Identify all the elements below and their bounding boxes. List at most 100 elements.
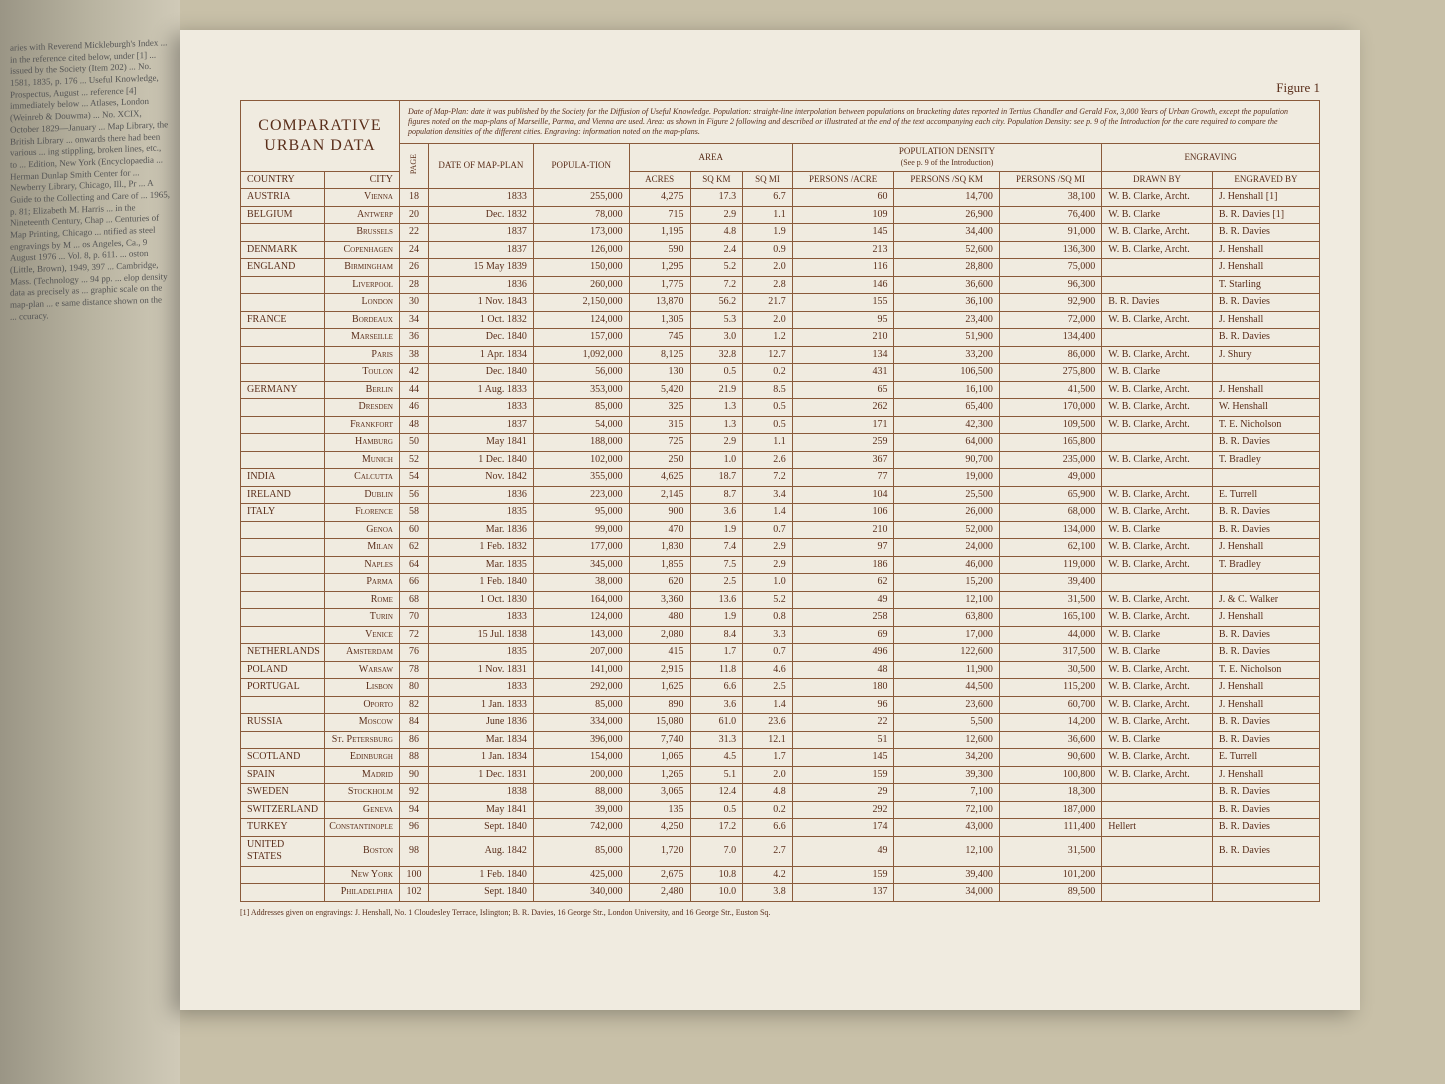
cell: Florence — [325, 504, 400, 522]
cell: Aug. 1842 — [428, 836, 533, 866]
cell: 1 Nov. 1843 — [428, 294, 533, 312]
cell: 2.9 — [743, 539, 793, 557]
cell: 7.0 — [690, 836, 743, 866]
cell — [241, 556, 325, 574]
cell: 5.1 — [690, 766, 743, 784]
cell: BELGIUM — [241, 206, 325, 224]
cell: 742,000 — [533, 819, 629, 837]
cell: 43,000 — [894, 819, 999, 837]
table-row: BELGIUMAntwerp20Dec. 183278,0007152.91.1… — [241, 206, 1320, 224]
cell: 62 — [792, 574, 894, 592]
cell: 200,000 — [533, 766, 629, 784]
cell: 122,600 — [894, 644, 999, 662]
cell: Geneva — [325, 801, 400, 819]
cell: 64,000 — [894, 434, 999, 452]
cell: May 1841 — [428, 434, 533, 452]
cell: 165,800 — [999, 434, 1101, 452]
cell: Venice — [325, 626, 400, 644]
cell — [1102, 866, 1213, 884]
cell: 1.2 — [743, 329, 793, 347]
cell: 292 — [792, 801, 894, 819]
cell: 0.8 — [743, 609, 793, 627]
col-area: AREA — [629, 144, 792, 172]
cell: 1.7 — [690, 644, 743, 662]
cell: 2.8 — [743, 276, 793, 294]
cell: New York — [325, 866, 400, 884]
cell: 97 — [792, 539, 894, 557]
cell: 126,000 — [533, 241, 629, 259]
cell: 1,065 — [629, 749, 690, 767]
book-page: Figure 1 COMPARATIVE URBAN DATA Date of … — [180, 30, 1360, 1010]
cell: 2,145 — [629, 486, 690, 504]
cell: 213 — [792, 241, 894, 259]
cell: 1,195 — [629, 224, 690, 242]
cell: Boston — [325, 836, 400, 866]
cell: 10.8 — [690, 866, 743, 884]
cell — [1102, 801, 1213, 819]
table-row: Paris381 Apr. 18341,092,0008,12532.812.7… — [241, 346, 1320, 364]
cell: 900 — [629, 504, 690, 522]
cell: W. B. Clarke, Archt. — [1102, 311, 1213, 329]
cell: 64 — [399, 556, 428, 574]
cell: ITALY — [241, 504, 325, 522]
cell — [1212, 574, 1319, 592]
cell: 3.6 — [690, 504, 743, 522]
cell: 14,700 — [894, 189, 999, 207]
cell — [1102, 276, 1213, 294]
cell: 60 — [792, 189, 894, 207]
cell: 0.7 — [743, 521, 793, 539]
cell: 15 Jul. 1838 — [428, 626, 533, 644]
cell: 136,300 — [999, 241, 1101, 259]
cell — [1102, 469, 1213, 487]
cell: 46 — [399, 399, 428, 417]
cell: W. B. Clarke, Archt. — [1102, 609, 1213, 627]
cell: 6.7 — [743, 189, 793, 207]
cell: Amsterdam — [325, 644, 400, 662]
cell: 223,000 — [533, 486, 629, 504]
cell: 725 — [629, 434, 690, 452]
cell: 1 Feb. 1840 — [428, 866, 533, 884]
cell: 164,000 — [533, 591, 629, 609]
cell: Frankfort — [325, 416, 400, 434]
cell: 34,200 — [894, 749, 999, 767]
cell: 1.0 — [743, 574, 793, 592]
cell — [1102, 884, 1213, 902]
cell: 1837 — [428, 241, 533, 259]
cell: 1,295 — [629, 259, 690, 277]
cell: 11,900 — [894, 661, 999, 679]
cell: SCOTLAND — [241, 749, 325, 767]
cell: 12,600 — [894, 731, 999, 749]
cell: 1833 — [428, 609, 533, 627]
cell: 6.6 — [690, 679, 743, 697]
cell: 260,000 — [533, 276, 629, 294]
cell: 38 — [399, 346, 428, 364]
cell — [1102, 329, 1213, 347]
cell: 39,300 — [894, 766, 999, 784]
cell: 1 Dec. 1840 — [428, 451, 533, 469]
cell: T. E. Nicholson — [1212, 416, 1319, 434]
table-row: Toulon42Dec. 184056,0001300.50.2431106,5… — [241, 364, 1320, 382]
cell: 143,000 — [533, 626, 629, 644]
col-engraved: ENGRAVED BY — [1212, 171, 1319, 189]
title-line2: URBAN DATA — [264, 137, 375, 154]
cell: 0.7 — [743, 644, 793, 662]
cell: 75,000 — [999, 259, 1101, 277]
cell: 17.2 — [690, 819, 743, 837]
cell: 51 — [792, 731, 894, 749]
table-row: SWITZERLANDGeneva94May 184139,0001350.50… — [241, 801, 1320, 819]
cell: 76 — [399, 644, 428, 662]
cell: SWITZERLAND — [241, 801, 325, 819]
cell: 25,500 — [894, 486, 999, 504]
cell: Stockholm — [325, 784, 400, 802]
cell: 88,000 — [533, 784, 629, 802]
cell — [1212, 364, 1319, 382]
cell: GERMANY — [241, 381, 325, 399]
cell: 1.4 — [743, 504, 793, 522]
cell: 36,600 — [894, 276, 999, 294]
cell: 26,900 — [894, 206, 999, 224]
cell: 5.3 — [690, 311, 743, 329]
cell: 15 May 1839 — [428, 259, 533, 277]
cell: Marseille — [325, 329, 400, 347]
cell: 187,000 — [999, 801, 1101, 819]
cell: J. Henshall — [1212, 241, 1319, 259]
